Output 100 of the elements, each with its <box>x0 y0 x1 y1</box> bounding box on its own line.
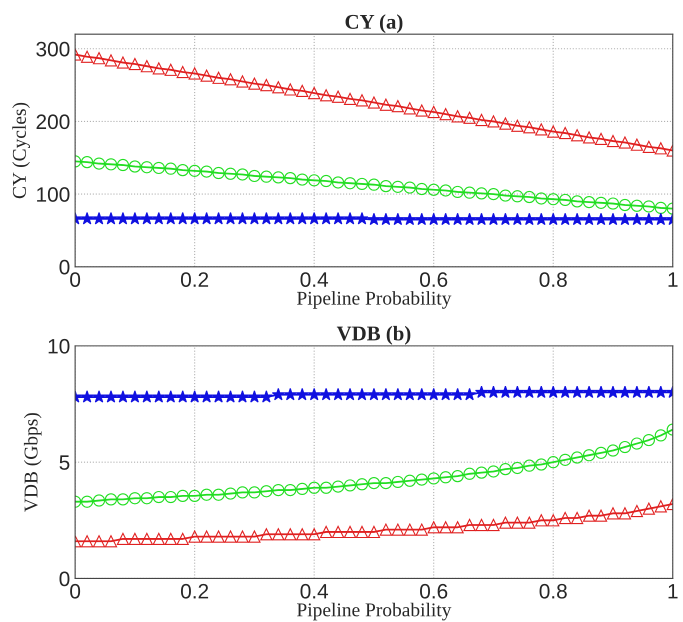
point <box>439 212 452 226</box>
point <box>140 60 153 72</box>
point <box>152 212 166 224</box>
point <box>368 476 380 490</box>
point <box>463 518 476 532</box>
point <box>391 212 404 226</box>
point <box>152 162 165 174</box>
point <box>332 90 344 103</box>
x-tick-label: 1 <box>668 272 678 287</box>
point <box>116 493 130 506</box>
point <box>200 212 214 224</box>
point <box>92 494 106 507</box>
x-tick-label: 0.2 <box>180 584 208 599</box>
point <box>463 468 476 480</box>
point <box>534 212 548 226</box>
point <box>392 180 404 193</box>
point <box>152 532 165 546</box>
point <box>176 212 190 224</box>
point <box>104 390 118 403</box>
point <box>463 388 476 400</box>
point <box>344 479 356 492</box>
point <box>594 212 608 226</box>
point <box>332 480 344 493</box>
point <box>296 212 309 224</box>
point <box>403 388 416 400</box>
point <box>355 212 368 224</box>
y-axis-title: VDB (Gbps) <box>24 413 42 512</box>
point <box>356 526 368 538</box>
point <box>546 386 560 398</box>
point <box>284 172 296 184</box>
point <box>571 195 584 208</box>
point <box>654 212 668 226</box>
point <box>296 173 308 186</box>
point <box>440 471 452 484</box>
point <box>499 189 512 202</box>
point <box>356 478 368 490</box>
x-tick-label: 0.6 <box>420 584 448 599</box>
point <box>128 492 142 504</box>
y-tick-label: 0 <box>59 571 70 586</box>
point <box>320 482 332 494</box>
point <box>188 164 201 177</box>
point <box>140 161 153 174</box>
point <box>116 532 130 546</box>
y-tick-label: 100 <box>37 187 70 202</box>
point <box>176 490 189 502</box>
point <box>391 388 404 400</box>
point <box>404 524 416 536</box>
point <box>212 72 225 84</box>
point <box>104 54 118 66</box>
point <box>463 186 476 199</box>
point <box>486 386 500 398</box>
point <box>188 390 202 403</box>
point <box>582 196 596 208</box>
point <box>427 212 440 226</box>
point <box>344 526 356 538</box>
point <box>559 126 572 140</box>
point <box>272 528 284 540</box>
point <box>439 388 452 400</box>
point <box>630 200 644 212</box>
point <box>80 212 94 224</box>
point <box>594 132 608 145</box>
point <box>188 212 202 224</box>
point <box>200 390 214 403</box>
point <box>272 388 285 400</box>
point <box>320 526 332 538</box>
point <box>140 212 154 224</box>
point <box>128 390 142 403</box>
point <box>654 386 668 398</box>
point <box>332 388 345 400</box>
point <box>284 528 296 540</box>
point <box>511 462 524 474</box>
x-tick-label: 0.2 <box>180 272 208 287</box>
point <box>499 463 512 476</box>
point <box>260 390 273 403</box>
point <box>224 487 237 500</box>
point <box>176 66 189 78</box>
point <box>535 192 548 205</box>
point <box>140 390 154 403</box>
y-tick-label: 200 <box>36 114 70 130</box>
point <box>534 386 548 398</box>
point <box>499 516 512 529</box>
point <box>368 178 380 191</box>
y-axis-title: CY (Cycles) <box>12 102 30 198</box>
point <box>188 490 201 502</box>
point <box>260 528 272 540</box>
point <box>332 526 344 538</box>
point <box>212 488 225 501</box>
x-tick-label: 0.6 <box>420 272 448 287</box>
point <box>296 528 308 540</box>
point <box>176 390 190 403</box>
point <box>582 510 596 522</box>
point <box>546 212 560 226</box>
point <box>80 496 94 508</box>
point <box>92 390 106 403</box>
point <box>463 212 476 226</box>
point <box>475 212 488 226</box>
point <box>606 134 620 148</box>
point <box>451 388 464 400</box>
point <box>606 444 620 457</box>
point <box>164 490 177 504</box>
